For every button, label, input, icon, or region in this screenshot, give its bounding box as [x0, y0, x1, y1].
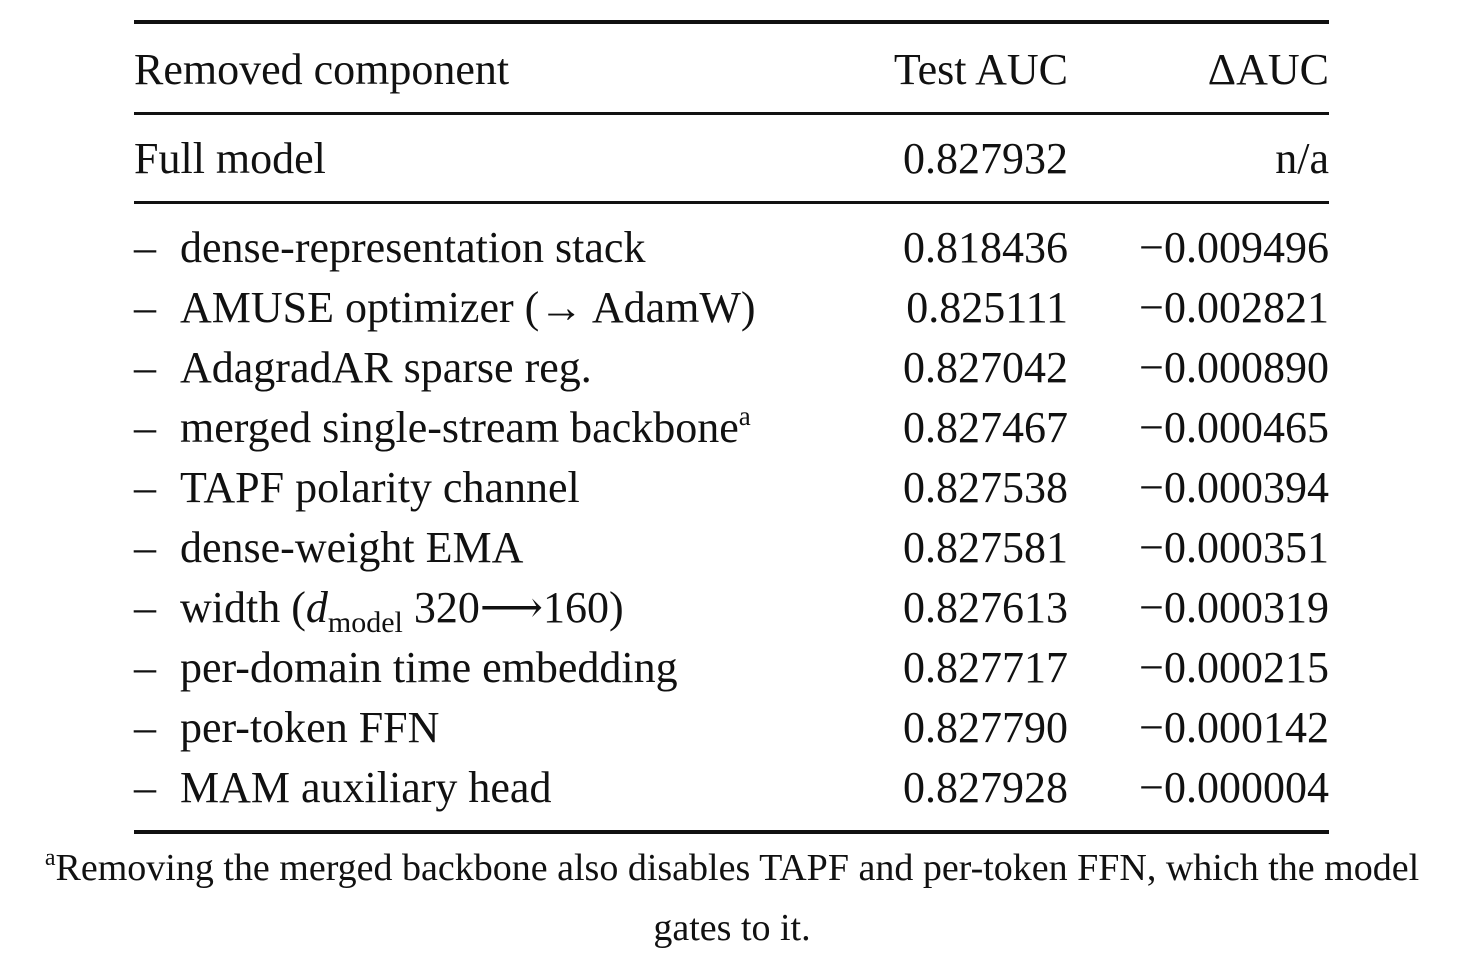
row-auc: 0.827581 — [903, 523, 1068, 572]
table-row: – MAM auxiliary head 0.827928 −0.000004 — [134, 758, 1329, 818]
bottom-rule — [134, 830, 1329, 834]
removal-dash: – — [134, 463, 156, 512]
full-model-rule — [134, 201, 1329, 204]
row-component-name: dense-weight EMA — [180, 523, 524, 572]
dmodel-subscript: model — [327, 606, 403, 639]
row-auc: 0.825111 — [906, 283, 1068, 332]
row-delta-auc: −0.000004 — [1139, 763, 1329, 812]
removal-dash: – — [134, 403, 156, 452]
row-delta-auc: −0.000319 — [1139, 583, 1329, 632]
full-model-delta: n/a — [1275, 134, 1329, 183]
row-component-name-prefix: width ( — [180, 583, 306, 632]
removal-dash: – — [134, 283, 156, 332]
removal-dash: – — [134, 643, 156, 692]
row-component-name: AdagradAR sparse reg. — [180, 343, 592, 392]
row-delta-auc: −0.000394 — [1139, 463, 1329, 512]
table-row: – dense-representation stack 0.818436 −0.… — [134, 218, 1329, 278]
table-row: – width (dmodel 320⟶160) 0.827613 −0.0003… — [134, 578, 1329, 638]
header-delta-auc: ΔAUC — [1207, 45, 1329, 94]
row-component-name-suffix: 320⟶160) — [402, 583, 624, 632]
dmodel-variable: d — [305, 583, 328, 632]
removal-dash: – — [134, 703, 156, 752]
row-delta-auc: −0.000890 — [1139, 343, 1329, 392]
row-auc: 0.827928 — [903, 763, 1068, 812]
table-row: – per-token FFN 0.827790 −0.000142 — [134, 698, 1329, 758]
row-auc: 0.827790 — [903, 703, 1068, 752]
top-rule — [134, 20, 1329, 24]
row-delta-auc: −0.002821 — [1139, 283, 1329, 332]
footnote-marker: a — [44, 845, 56, 871]
table-header-row: Removed component Test AUC ΔAUC — [134, 24, 1329, 112]
row-auc: 0.827467 — [903, 403, 1068, 452]
removal-dash: – — [134, 763, 156, 812]
row-auc: 0.827717 — [903, 643, 1068, 692]
header-rule — [134, 112, 1329, 115]
table-row: – per-domain time embedding 0.827717 −0.0… — [134, 638, 1329, 698]
removal-dash: – — [134, 223, 156, 272]
removal-dash: – — [134, 523, 156, 572]
table-footnote: aRemoving the merged backbone also disab… — [20, 838, 1444, 958]
footnote-text: Removing the merged backbone also disabl… — [55, 847, 1420, 949]
row-component-name: dense-representation stack — [180, 223, 646, 272]
row-component-name: AMUSE optimizer (→ AdamW) — [180, 283, 756, 332]
row-component-name: TAPF polarity channel — [180, 463, 580, 512]
ablation-table: Removed component Test AUC ΔAUC Full mod… — [134, 20, 1329, 834]
row-delta-auc: −0.000465 — [1139, 403, 1329, 452]
footnote-marker: a — [738, 401, 751, 431]
row-component-name: per-token FFN — [180, 703, 440, 752]
row-delta-auc: −0.000142 — [1139, 703, 1329, 752]
table-row: – merged single-stream backbonea 0.827467… — [134, 398, 1329, 458]
full-model-auc: 0.827932 — [903, 134, 1068, 183]
table-row: – AdagradAR sparse reg. 0.827042 −0.00089… — [134, 338, 1329, 398]
row-component-name: per-domain time embedding — [180, 643, 678, 692]
table-row: – AMUSE optimizer (→ AdamW) 0.825111 −0.0… — [134, 278, 1329, 338]
full-model-name: Full model — [134, 134, 326, 183]
table-row: – TAPF polarity channel 0.827538 −0.00039… — [134, 458, 1329, 518]
table-row: – dense-weight EMA 0.827581 −0.000351 — [134, 518, 1329, 578]
row-component-name: MAM auxiliary head — [180, 763, 552, 812]
row-auc: 0.818436 — [903, 223, 1068, 272]
row-auc: 0.827042 — [903, 343, 1068, 392]
header-removed-component: Removed component — [134, 45, 510, 94]
header-test-auc: Test AUC — [893, 45, 1068, 94]
row-auc: 0.827538 — [903, 463, 1068, 512]
removal-dash: – — [134, 583, 156, 632]
row-auc: 0.827613 — [903, 583, 1068, 632]
row-delta-auc: −0.000215 — [1139, 643, 1329, 692]
full-model-row: Full model 0.827932 n/a — [134, 115, 1329, 201]
row-delta-auc: −0.009496 — [1139, 223, 1329, 272]
removal-dash: – — [134, 343, 156, 392]
row-component-name: merged single-stream backbone — [180, 403, 739, 452]
row-delta-auc: −0.000351 — [1139, 523, 1329, 572]
